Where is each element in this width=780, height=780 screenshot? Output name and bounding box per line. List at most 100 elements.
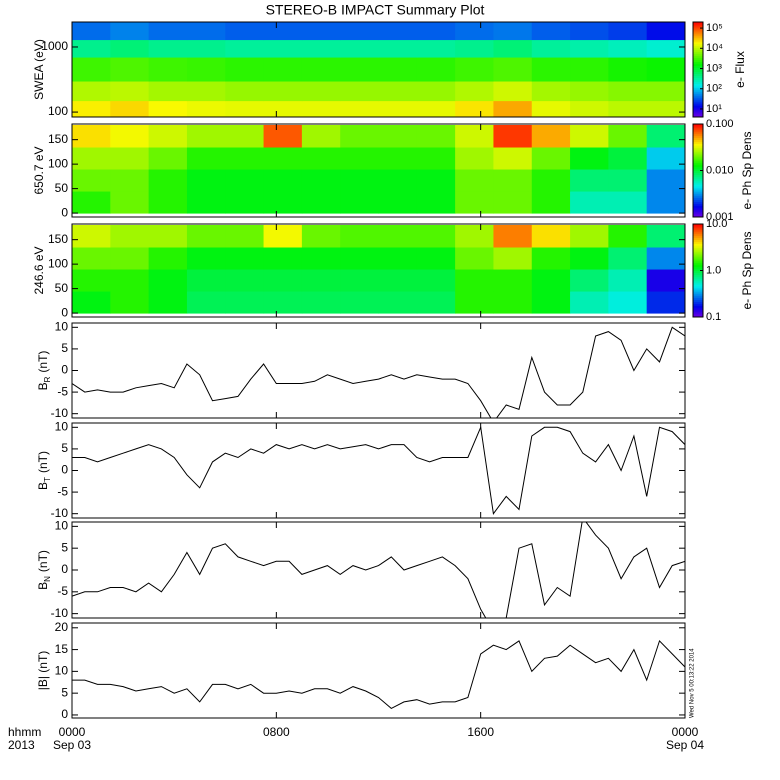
colorbar-segment [693,203,703,206]
colorbar-segment [693,73,703,76]
heatmap-cell [378,291,418,314]
heatmap-cell [110,124,150,148]
heatmap-cell [531,247,571,270]
heatmap-cell [186,291,226,314]
colorbar-segment [693,205,703,208]
colorbar-segment [693,151,703,154]
colorbar-tick-label: 0.100 [706,118,734,130]
heatmap-cell [608,269,648,292]
heatmap-cell [378,191,418,214]
colorbar-segment [693,105,703,108]
panel-frame [71,622,686,719]
colorbar-segment [693,313,703,316]
heatmap-cell [301,100,341,117]
y-axis-label-part: (nT) [36,451,50,473]
colorbar-segment [693,89,703,92]
colorbar-segment [693,231,703,235]
heatmap-cell [148,147,188,170]
heatmap-cell [301,57,341,82]
colorbar-segment [693,311,703,314]
panel-frame [71,21,686,118]
colorbar-segment [693,107,703,110]
heatmap-cell [531,224,571,248]
heatmap-cell [416,100,456,117]
heatmap-cell [340,269,379,292]
colorbar-segment [693,201,703,204]
colorbar-segment [693,225,703,229]
y-axis-label-subscript: R [43,376,52,382]
heatmap-cell [225,57,265,82]
heatmap-cell [301,191,341,214]
colorbar-label: e- Flux [733,51,747,88]
heatmap-cell [570,169,609,192]
colorbar-segment [693,75,703,78]
colorbar-segment [693,109,703,112]
heatmap-cell [416,81,456,102]
heatmap-cell [110,191,150,214]
heatmap-cell [455,81,494,102]
panel [72,224,685,314]
heatmap-cell [186,81,226,102]
heatmap-cell [455,57,494,82]
colorbar-segment [693,83,703,86]
heatmap-cell [531,39,571,58]
colorbar-segment [693,95,703,98]
heatmap-cell [263,22,303,41]
heatmap-cell [263,291,303,314]
heatmap-cell [340,169,379,192]
panel-frame [71,123,686,218]
colorbar-segment [693,33,703,37]
heatmap-cell [378,57,418,82]
heatmap-cell [608,147,648,170]
colorbar-segment [693,59,703,63]
heatmap-cell [263,224,303,248]
colorbar-segment [693,224,703,227]
heatmap-cell [263,39,303,58]
y-axis-label-part: B [36,382,50,390]
heatmap-cell [225,100,265,117]
heatmap-cell [110,169,150,192]
heatmap-cell [455,169,494,192]
heatmap-cell [225,81,265,102]
heatmap-cell [608,81,648,102]
heatmap-cell [493,269,533,292]
y-tick-label: 100 [48,256,68,270]
heatmap-cell [416,247,456,270]
colorbar-segment [693,303,703,306]
y-tick-label: 1000 [41,39,68,53]
y-axis-label: BT (nT) [36,451,52,490]
colorbar-tick-label: 0.010 [706,164,734,176]
y-axis-label-subscript: N [43,576,52,582]
colorbar-segment [693,115,703,118]
heatmap-cell [186,147,226,170]
heatmap-cell [186,57,226,82]
y-tick-label: 100 [48,156,68,170]
colorbar-segment [693,49,703,53]
heatmap-cell [455,100,494,117]
heatmap-cell [340,81,379,102]
heatmap-cell [416,169,456,192]
heatmap-cell [416,22,456,41]
x-tick-label: 0000 [59,725,86,739]
colorbar-segment [693,111,703,114]
data-line [72,522,685,618]
colorbar-segment [693,197,703,201]
colorbar-segment [693,182,703,185]
heatmap-cell [646,191,685,214]
heatmap-cell [225,169,265,192]
y-axis-label-part: B [36,482,50,490]
y-tick-label: 15 [55,642,69,656]
heatmap-cell [148,81,188,102]
colorbar-segment [693,69,703,72]
heatmap-cell [186,100,226,117]
colorbar-segment [693,37,703,41]
heatmap-cell [455,291,494,314]
colorbar-tick-label: 10³ [706,62,722,74]
colorbar-segment [693,168,703,171]
colorbar-segment [693,149,703,152]
colorbar-segment [693,153,703,156]
colorbar-segment [693,85,703,88]
colorbar-segment [693,97,703,100]
heatmap-cell [263,147,303,170]
heatmap-cell [455,269,494,292]
